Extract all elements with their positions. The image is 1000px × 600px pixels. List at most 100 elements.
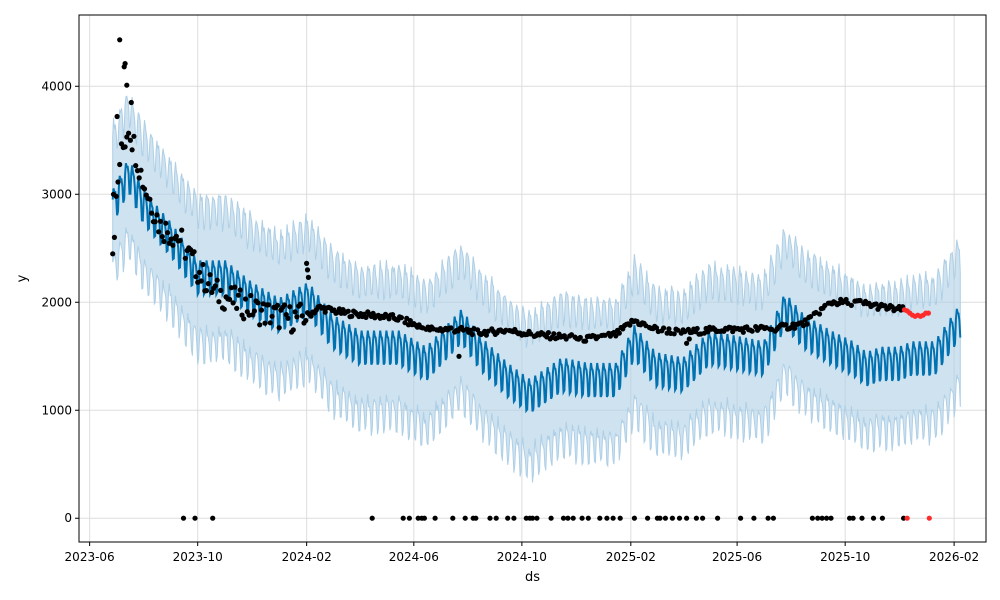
observed-point — [816, 311, 823, 317]
observed-point — [613, 333, 619, 339]
observed-zero-point — [415, 515, 421, 521]
observed-point — [808, 314, 814, 320]
observed-point — [152, 219, 158, 225]
observed-point — [398, 315, 404, 321]
observed-point — [694, 325, 700, 332]
observed-zero-point — [828, 515, 834, 521]
observed-zero-point — [604, 515, 610, 521]
observed-zero-point — [406, 515, 412, 521]
observed-zero-point — [751, 515, 757, 521]
observed-point — [349, 313, 355, 319]
observed-point — [792, 325, 798, 331]
observed-zero-point — [473, 515, 479, 521]
uncertainty-band — [112, 95, 961, 483]
observed-point — [363, 314, 369, 320]
observed-zero-point — [493, 515, 499, 521]
observed-point — [675, 327, 681, 333]
x-tick-label: 2024-06 — [389, 550, 439, 564]
observed-point — [207, 272, 213, 278]
observed-zero-point — [715, 515, 721, 521]
observed-point — [684, 340, 690, 346]
observed-zero-point — [579, 515, 585, 521]
holdout-points — [901, 307, 932, 521]
x-tick-label: 2023-10 — [173, 550, 223, 564]
observed-point — [235, 292, 241, 298]
observed-point — [661, 325, 667, 331]
observed-point — [686, 336, 692, 342]
x-tick-label: 2025-06 — [712, 550, 762, 564]
observed-point — [227, 296, 233, 302]
observed-zero-point — [548, 515, 554, 521]
observed-zero-point — [400, 515, 406, 521]
observed-zero-point — [662, 515, 669, 521]
observed-point — [218, 287, 224, 293]
observed-zero-point — [657, 515, 663, 521]
observed-point — [111, 234, 117, 240]
observed-zero-point — [192, 515, 198, 521]
observed-point — [212, 283, 218, 289]
observed-zero-point — [529, 515, 536, 521]
observed-point — [248, 292, 254, 299]
observed-point — [294, 314, 300, 320]
observed-point — [671, 331, 677, 337]
observed-point — [287, 304, 293, 310]
uncertainty-band-area — [112, 95, 961, 483]
x-tick-label: 2024-02 — [282, 550, 332, 564]
y-tick-label: 1000 — [41, 403, 72, 417]
observed-point — [124, 82, 130, 88]
observed-point — [141, 186, 148, 192]
observed-point — [127, 137, 133, 143]
observed-point — [203, 288, 210, 294]
observed-point — [193, 274, 199, 280]
observed-point — [666, 326, 672, 332]
observed-point — [209, 289, 215, 295]
observed-point — [290, 327, 296, 333]
observed-zero-point — [631, 515, 638, 521]
observed-point — [303, 317, 309, 324]
observed-point — [156, 229, 162, 235]
x-axis-label: ds — [525, 570, 540, 585]
observed-point — [740, 329, 746, 335]
observed-zero-point — [815, 515, 821, 521]
observed-point — [122, 61, 128, 67]
y-tick-label: 4000 — [41, 79, 72, 93]
observed-point — [285, 315, 291, 321]
observed-zero-point — [684, 515, 690, 521]
observed-zero-point — [669, 515, 676, 521]
observed-point — [117, 37, 123, 43]
observed-point — [299, 313, 305, 319]
observed-point — [407, 318, 413, 324]
observed-point — [292, 309, 298, 315]
observed-point — [627, 322, 633, 328]
observed-point — [242, 296, 249, 302]
observed-point — [308, 313, 314, 319]
observed-point — [234, 305, 240, 311]
observed-point — [749, 328, 755, 334]
observed-zero-point — [487, 515, 493, 521]
observed-point — [258, 307, 265, 313]
observed-zero-point — [534, 515, 540, 521]
x-tick-label: 2023-06 — [65, 550, 115, 564]
observed-point — [269, 313, 275, 319]
observed-point — [216, 299, 222, 305]
observed-point — [214, 277, 220, 283]
observed-point — [305, 274, 311, 280]
observed-point — [126, 130, 132, 136]
observed-point — [149, 210, 155, 216]
observed-point — [583, 338, 589, 344]
observed-point — [276, 325, 282, 331]
x-tick-label: 2025-10 — [820, 550, 870, 564]
observed-point — [163, 220, 169, 226]
observed-point — [297, 301, 303, 307]
observed-point — [136, 175, 142, 181]
observed-point — [157, 218, 164, 224]
observed-point — [159, 234, 165, 240]
observed-point — [545, 330, 552, 336]
observed-point — [230, 300, 236, 306]
observed-zero-point — [369, 515, 375, 521]
observed-zero-point — [850, 515, 856, 521]
observed-point — [483, 332, 489, 338]
observed-point — [110, 251, 116, 257]
observed-point — [616, 330, 622, 336]
observed-zero-point — [432, 515, 438, 521]
